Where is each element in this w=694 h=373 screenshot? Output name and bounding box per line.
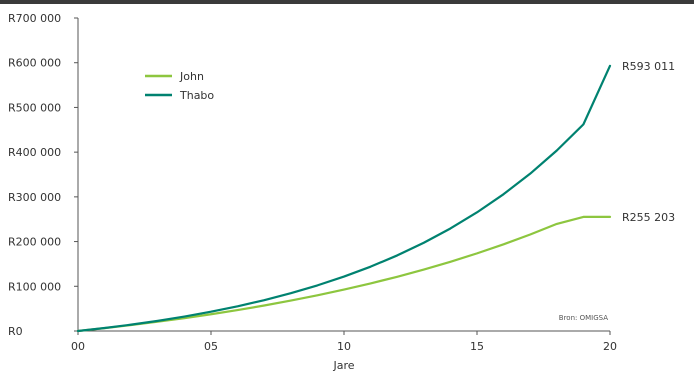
y-tick-label: R600 000 [8,57,61,70]
x-tick-label: 00 [71,340,85,353]
y-tick-label: R500 000 [8,101,61,114]
y-tick-label: R0 [8,325,23,338]
x-axis-title: Jare [332,359,354,372]
y-tick-label: R700 000 [8,12,61,25]
end-label-john: R255 203 [622,211,675,224]
x-tick-label: 20 [603,340,617,353]
y-tick-label: R200 000 [8,236,61,249]
source-note: Bron: OMIGSA [559,314,608,322]
y-tick-label: R100 000 [8,280,61,293]
x-tick-label: 15 [470,340,484,353]
x-tick-label: 05 [204,340,218,353]
series-layer [76,64,612,333]
y-tick-label: R300 000 [8,191,61,204]
x-tick-label: 10 [337,340,351,353]
top-rule [0,0,694,4]
end-label-thabo: R593 011 [622,60,675,73]
legend-label-john: John [179,70,204,83]
legend-label-thabo: Thabo [179,89,214,102]
chart-axes: R0 R100 000 R200 000 R300 000 R400 000 R500 0… [8,12,617,353]
y-tick-label: R400 000 [8,146,61,159]
chart-legend: John Thabo [145,70,214,102]
series-line-john [76,215,612,333]
end-labels: R593 011 R255 203 [622,60,675,224]
series-line-thabo [76,64,612,333]
